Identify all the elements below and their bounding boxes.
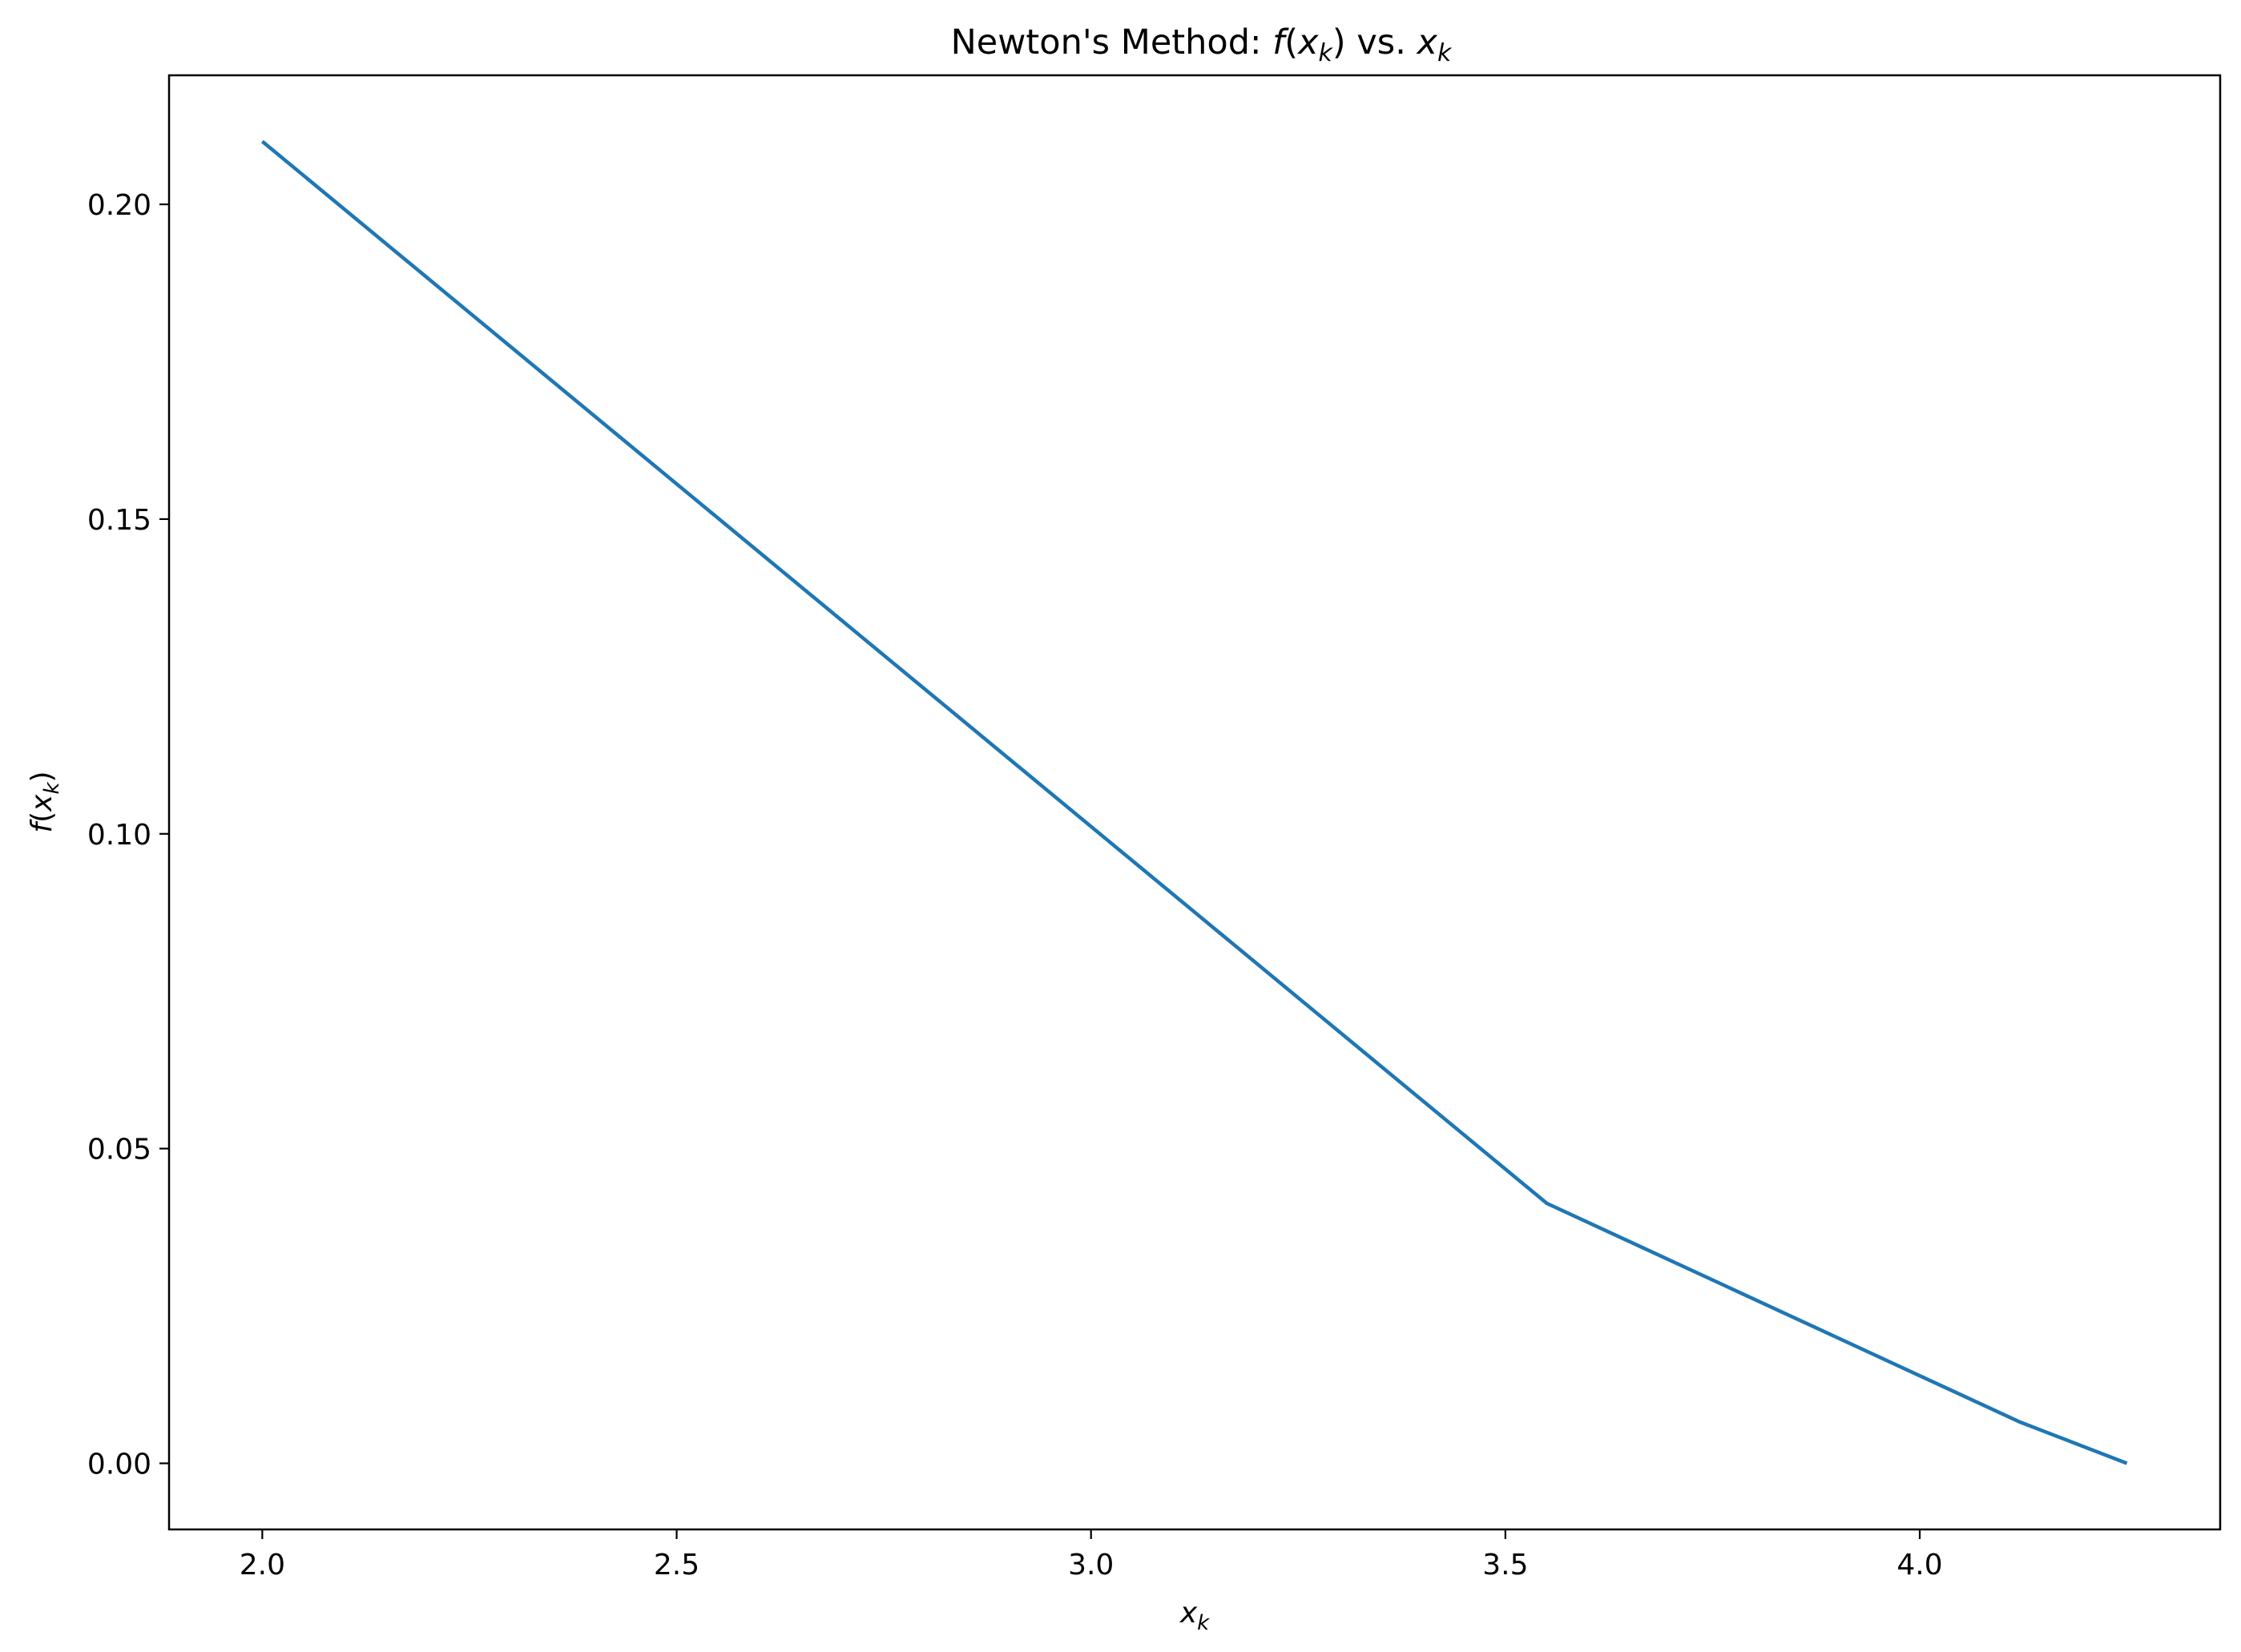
x-tick-label: 4.0 <box>1896 1549 1942 1581</box>
x-axis-ticks: 2.0 2.5 3.0 3.5 4.0 <box>240 1529 1943 1581</box>
x-axis-label-x: x <box>1179 1597 1198 1630</box>
y-axis-label-x: x <box>26 794 58 812</box>
plot-frame <box>167 74 2222 1531</box>
x-axis-label: xk <box>1179 1597 1210 1635</box>
chart-title-subscript2: k <box>1437 39 1453 67</box>
y-axis-label-close-paren: ) <box>26 771 58 782</box>
chart-title-prefix: Newton's Method: <box>951 22 1273 62</box>
y-axis-label-subscript: k <box>40 782 64 795</box>
chart-title-close-paren: ) <box>1332 22 1346 62</box>
x-tick-label: 3.5 <box>1482 1549 1528 1581</box>
y-tick-label: 0.05 <box>87 1134 151 1166</box>
series-line <box>260 139 2128 1465</box>
y-axis-label: f(xk) <box>26 771 64 832</box>
x-tick-label: 2.5 <box>654 1549 699 1581</box>
chart-title-x: x <box>1296 22 1319 62</box>
x-axis-label-subscript: k <box>1197 1611 1210 1635</box>
chart-title-vs: vs. <box>1346 22 1417 62</box>
chart-title-x2: x <box>1416 22 1438 62</box>
y-tick-label: 0.15 <box>87 504 151 537</box>
x-tick-label: 3.0 <box>1068 1549 1114 1581</box>
chart-title: Newton's Method: f(xk) vs. xk <box>951 22 1453 67</box>
y-tick-label: 0.10 <box>87 819 151 852</box>
chart-title-subscript: k <box>1319 39 1334 67</box>
y-tick-label: 0.00 <box>87 1449 151 1481</box>
chart-title-open-paren: ( <box>1284 22 1298 62</box>
y-axis-label-open-paren: ( <box>26 812 58 823</box>
y-axis-ticks: 0.00 0.05 0.10 0.15 0.20 <box>87 189 169 1481</box>
y-tick-label: 0.20 <box>87 189 151 222</box>
x-tick-label: 2.0 <box>240 1549 285 1581</box>
y-axis-label-group: f(xk) <box>26 771 64 832</box>
